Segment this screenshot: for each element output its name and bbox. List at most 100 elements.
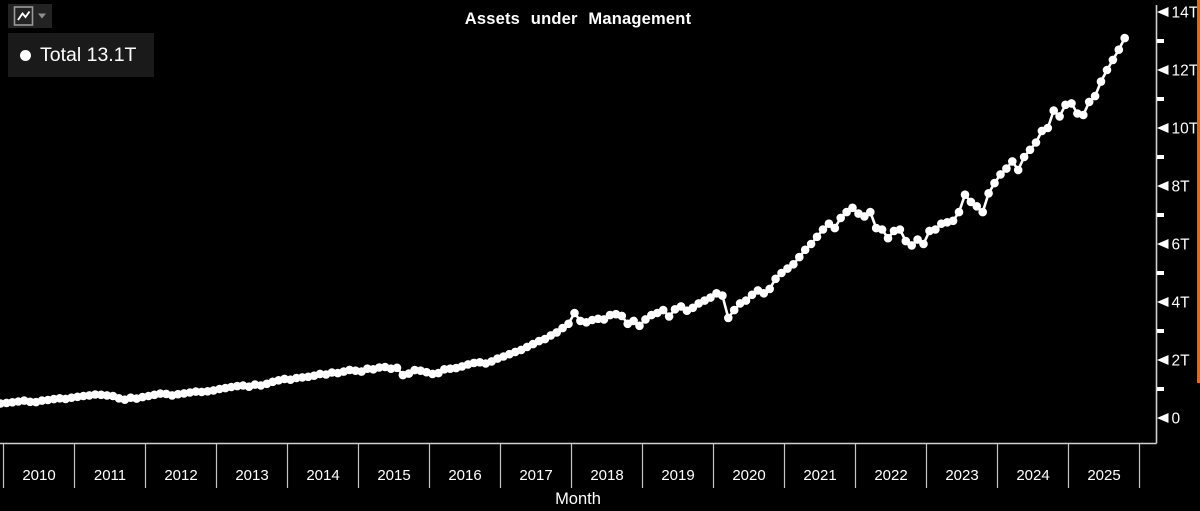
data-point (800, 245, 810, 255)
y-major-tick-arrow (1157, 123, 1169, 133)
data-point (895, 225, 905, 234)
y-major-tick-arrow (1157, 181, 1169, 191)
data-point (1067, 99, 1076, 108)
data-point (901, 236, 911, 246)
chart-title: Assets under Management (464, 10, 692, 28)
y-minor-tick (1157, 97, 1164, 101)
year-label: 2014 (306, 467, 339, 484)
line-chart-icon (13, 6, 34, 26)
y-tick-label: 4T (1172, 295, 1191, 312)
data-point (860, 212, 869, 221)
data-point (641, 315, 650, 324)
data-point (635, 321, 644, 331)
y-minor-tick (1157, 271, 1164, 275)
data-point (617, 311, 627, 321)
data-point (1114, 45, 1124, 54)
y-major-tick-arrow (1157, 239, 1169, 249)
data-point (706, 293, 715, 302)
year-label: 2012 (164, 467, 197, 484)
y-minor-tick (1157, 155, 1164, 159)
data-point (978, 207, 987, 217)
year-label: 2024 (1016, 467, 1049, 484)
year-label: 2011 (94, 467, 126, 484)
year-label: 2010 (22, 467, 55, 484)
data-point (883, 233, 893, 243)
data-point (806, 239, 816, 249)
year-label: 2020 (732, 467, 765, 484)
chevron-down-icon (38, 13, 46, 19)
data-point (824, 219, 834, 228)
year-label: 2022 (874, 467, 907, 484)
legend-label: Total 13.1T (40, 43, 137, 66)
year-label: 2013 (235, 467, 268, 484)
chart-type-button[interactable] (8, 4, 52, 28)
data-point (558, 323, 567, 333)
data-point (919, 239, 928, 249)
data-point (1079, 110, 1088, 120)
data-point (931, 225, 940, 234)
y-major-tick-arrow (1157, 355, 1169, 365)
data-point (954, 207, 964, 217)
data-point (990, 178, 999, 188)
y-major-tick-arrow (1157, 413, 1169, 423)
data-point (818, 225, 828, 234)
y-minor-tick (1157, 329, 1164, 333)
year-label: 2018 (590, 467, 623, 484)
year-label: 2016 (448, 467, 481, 484)
data-point (836, 213, 845, 223)
y-minor-tick (1157, 39, 1164, 43)
y-tick-label: 2T (1172, 353, 1191, 370)
data-point (1108, 55, 1118, 65)
y-tick-label: 10T (1172, 121, 1199, 138)
data-point (759, 289, 769, 298)
data-point (795, 252, 804, 262)
data-point (1084, 97, 1094, 107)
data-point (789, 260, 798, 269)
data-point (783, 264, 792, 273)
y-minor-tick (1157, 387, 1164, 391)
data-point (564, 319, 573, 329)
data-point (629, 316, 638, 326)
data-point (1043, 123, 1053, 133)
data-point (1013, 165, 1023, 175)
data-point (1049, 106, 1058, 115)
y-major-tick-arrow (1157, 7, 1169, 17)
year-label: 2025 (1087, 467, 1120, 484)
y-minor-tick (1157, 213, 1164, 217)
data-point (1055, 112, 1064, 121)
data-point (966, 197, 976, 207)
data-point (948, 216, 958, 226)
data-point (842, 207, 851, 217)
y-tick-label: 8T (1172, 179, 1191, 196)
year-label: 2015 (377, 467, 410, 484)
data-point (724, 313, 733, 323)
data-point (658, 305, 668, 315)
year-label: 2017 (519, 467, 552, 484)
year-label: 2019 (661, 467, 694, 484)
data-point (771, 274, 780, 284)
year-label: 2021 (803, 467, 836, 484)
data-point (907, 241, 916, 250)
y-tick-label: 12T (1172, 63, 1199, 80)
data-point (676, 302, 686, 311)
year-label: 2023 (945, 467, 978, 484)
data-point (765, 284, 774, 294)
data-point (866, 207, 875, 217)
data-point (570, 308, 579, 318)
data-point (1025, 145, 1035, 155)
data-point (1096, 77, 1106, 86)
data-point (1031, 138, 1041, 147)
data-point (972, 202, 982, 211)
data-point (1120, 33, 1129, 43)
data-point (812, 232, 822, 242)
data-point (741, 296, 751, 305)
data-point (688, 303, 698, 313)
legend[interactable]: Total 13.1T (8, 33, 155, 77)
data-point (984, 189, 993, 198)
x-axis-title: Month (555, 490, 601, 508)
y-major-tick-arrow (1157, 297, 1169, 307)
data-point (718, 291, 727, 300)
data-point (960, 190, 970, 199)
